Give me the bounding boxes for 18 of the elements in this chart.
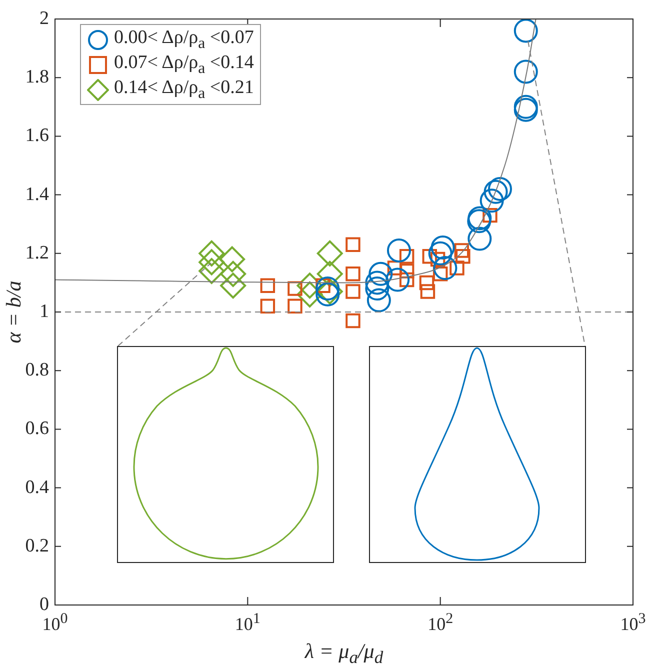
y-tick-label: 1.2: [25, 242, 49, 264]
y-tick-label: 1.8: [25, 66, 49, 88]
x-tick-label: 10$^{2}$: [428, 611, 454, 635]
x-axis-title: λ = μ$_{a}$/μ$_{d}$: [304, 639, 384, 667]
y-tick-label: 1.4: [25, 184, 50, 205]
x-tick-label: 10$^{1}$: [234, 611, 260, 635]
y-tick-label: 2: [40, 8, 49, 29]
x-tick-label: 10$^{3}$: [620, 611, 646, 635]
y-tick-label: 0.2: [25, 535, 49, 556]
legend-label: 0.00< Δρ/ρ$_{a}$ <0.07: [114, 26, 254, 52]
y-tick-label: 0.8: [25, 360, 49, 381]
legend-label: 0.07< Δρ/ρ$_{a}$ <0.14: [114, 52, 254, 78]
legend-label: 0.14< Δρ/ρ$_{a}$ <0.21: [114, 76, 254, 102]
y-axis-title: α = b/a: [2, 280, 26, 344]
y-tick-label: 0.6: [25, 418, 49, 440]
y-tick-label: 0.4: [25, 476, 50, 498]
y-tick-label: 1.6: [25, 125, 49, 146]
y-tick-label: 1: [40, 300, 49, 322]
